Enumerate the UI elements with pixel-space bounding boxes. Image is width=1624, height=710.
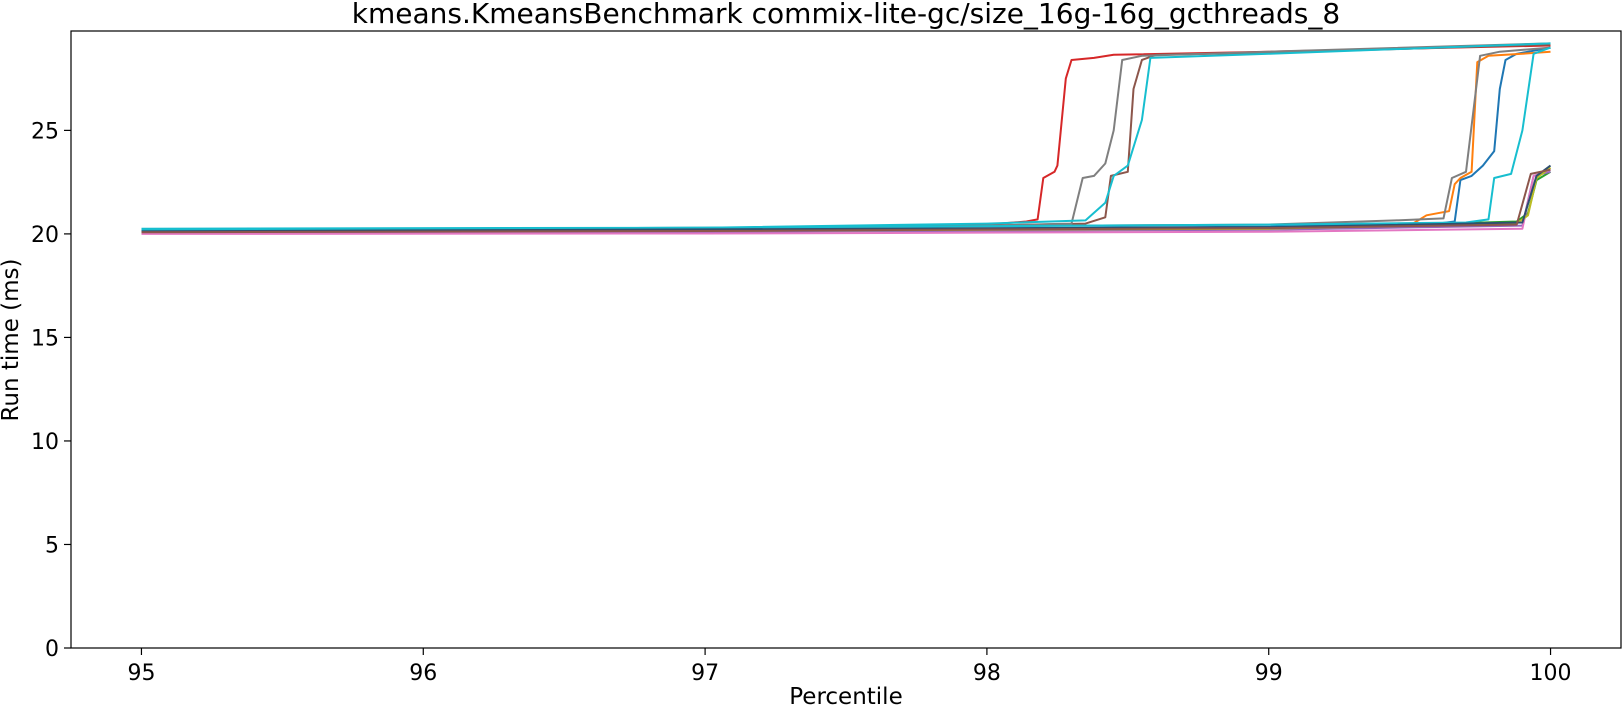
series-line-6	[141, 43, 1551, 232]
x-tick-label: 97	[691, 661, 719, 686]
x-axis-ticks: 95 96 97 98 99 100	[127, 648, 1572, 686]
x-axis-label: Percentile	[789, 684, 902, 710]
series-line-8	[141, 42, 1551, 232]
series-line-14	[141, 168, 1551, 234]
plot-frame	[70, 30, 1622, 649]
x-tick-label: 98	[973, 661, 1001, 686]
series-layer	[141, 42, 1552, 235]
y-tick-label: 5	[45, 533, 59, 558]
y-tick-label: 25	[31, 119, 59, 144]
series-line-4	[141, 44, 1551, 233]
x-tick-label: 99	[1255, 661, 1283, 686]
x-tick-label: 100	[1530, 661, 1572, 686]
series-line-13	[141, 164, 1552, 233]
y-tick-label: 20	[31, 223, 59, 248]
series-line-9	[141, 46, 1551, 231]
y-axis-label: Run time (ms)	[0, 258, 24, 421]
y-axis-ticks: 0 5 10 15 20 25	[31, 119, 71, 662]
y-tick-label: 15	[31, 326, 59, 351]
x-tick-label: 95	[127, 661, 155, 686]
y-tick-label: 0	[45, 637, 59, 662]
x-tick-label: 96	[409, 661, 437, 686]
series-line-2	[141, 50, 1551, 234]
series-line-11	[141, 42, 1551, 230]
series-line-12	[141, 46, 1551, 231]
series-line-1	[141, 46, 1551, 232]
chart-title: kmeans.KmeansBenchmark commix-lite-gc/si…	[352, 0, 1340, 30]
y-tick-label: 10	[31, 430, 59, 455]
